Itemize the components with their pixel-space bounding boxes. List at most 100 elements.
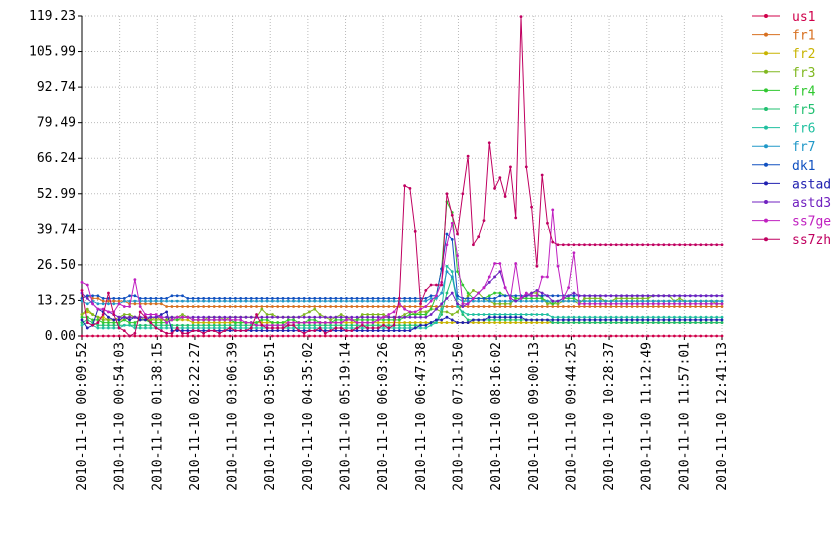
data-point-ss7ge — [519, 297, 523, 300]
data-point-ss7ge — [466, 302, 470, 306]
data-point-fr5 — [561, 321, 565, 324]
data-point-fr2 — [472, 321, 475, 324]
data-point-fr1 — [297, 305, 301, 308]
data-point-dk1 — [366, 297, 370, 300]
data-point-astd3 — [699, 294, 703, 298]
data-point-fr7 — [408, 299, 412, 303]
data-point-astad — [710, 318, 713, 322]
data-point-us1 — [387, 334, 391, 338]
data-point-astad — [551, 318, 555, 322]
data-point-fr5 — [519, 318, 523, 322]
data-point-fr7 — [318, 299, 322, 303]
data-point-fr1 — [646, 305, 650, 308]
data-point-ss7ge — [339, 321, 343, 324]
data-point-astad — [498, 315, 502, 319]
data-point-fr1 — [117, 299, 121, 303]
data-point-fr6 — [186, 326, 190, 330]
data-point-ss7zh — [154, 326, 158, 330]
data-point-ss7zh — [609, 243, 613, 247]
data-point-fr7 — [424, 299, 428, 303]
data-point-astd3 — [604, 294, 608, 298]
data-point-fr5 — [514, 318, 518, 322]
data-point-us1 — [662, 334, 666, 338]
data-point-fr3 — [181, 313, 184, 316]
data-point-astad — [715, 318, 719, 322]
data-point-astad — [429, 321, 433, 324]
data-point-astad — [138, 318, 142, 322]
data-point-fr1 — [355, 305, 359, 308]
data-point-fr5 — [673, 321, 676, 324]
data-point-us1 — [667, 334, 671, 338]
data-point-fr5 — [175, 323, 179, 327]
data-point-dk1 — [85, 294, 89, 298]
data-point-ss7ge — [567, 286, 571, 290]
data-point-us1 — [540, 334, 544, 338]
x-tick-label: 2010-11-10 08:16:02 — [489, 342, 504, 491]
data-point-fr7 — [519, 299, 523, 303]
data-point-fr7 — [350, 299, 354, 303]
data-point-ss7zh — [133, 331, 137, 335]
legend-marker-astd3 — [764, 200, 768, 204]
data-point-fr5 — [498, 318, 502, 322]
data-point-dk1 — [345, 297, 348, 300]
data-point-fr6 — [551, 315, 555, 319]
data-point-ss7zh — [292, 323, 295, 327]
data-point-fr6 — [487, 313, 491, 316]
data-point-ss7ge — [196, 318, 200, 322]
y-tick-label: 26.50 — [37, 258, 76, 273]
data-point-ss7zh — [540, 173, 544, 177]
data-point-astad — [593, 318, 597, 322]
data-point-fr1 — [530, 305, 533, 308]
data-point-astad — [366, 329, 370, 333]
data-point-ss7zh — [366, 326, 370, 330]
data-point-fr2 — [191, 321, 195, 324]
data-point-fr1 — [165, 305, 169, 308]
data-point-fr5 — [657, 321, 660, 324]
data-point-fr1 — [345, 305, 348, 308]
data-point-dk1 — [487, 297, 491, 300]
y-tick-label: 79.49 — [37, 116, 76, 131]
data-point-us1 — [138, 334, 142, 338]
data-point-fr3 — [339, 313, 343, 316]
data-point-fr4 — [413, 313, 417, 316]
data-point-fr7 — [440, 291, 444, 295]
data-point-fr5 — [159, 323, 163, 327]
data-point-fr4 — [91, 318, 94, 322]
data-point-dk1 — [408, 297, 412, 300]
data-point-fr5 — [308, 323, 311, 327]
data-point-us1 — [313, 334, 317, 338]
data-point-fr1 — [387, 305, 391, 308]
data-point-astd3 — [149, 315, 153, 319]
data-point-us1 — [297, 334, 301, 338]
data-point-fr4 — [112, 321, 116, 324]
data-point-fr4 — [133, 321, 137, 324]
data-point-fr5 — [715, 321, 719, 324]
data-point-fr5 — [323, 323, 327, 327]
data-point-fr6 — [657, 315, 660, 319]
data-point-us1 — [524, 334, 528, 338]
data-point-fr1 — [482, 305, 486, 308]
legend-label-astd3: astd3 — [792, 196, 831, 211]
data-point-fr7 — [694, 299, 697, 303]
data-point-fr1 — [397, 305, 401, 308]
x-tick-label: 2010-11-10 12:41:13 — [715, 342, 730, 491]
data-point-fr7 — [567, 299, 571, 303]
data-point-astd3 — [271, 315, 274, 319]
x-tick-label: 2010-11-10 10:28:37 — [602, 342, 617, 491]
data-point-dk1 — [466, 297, 470, 300]
data-point-fr7 — [487, 299, 491, 303]
data-point-astd3 — [540, 291, 544, 295]
data-point-astad — [144, 318, 147, 322]
data-point-fr1 — [329, 305, 332, 308]
data-point-fr6 — [403, 326, 407, 330]
data-point-fr7 — [688, 299, 692, 303]
data-point-ss7zh — [323, 331, 327, 335]
data-point-dk1 — [286, 297, 290, 300]
data-point-fr7 — [540, 299, 544, 303]
data-point-fr4 — [313, 318, 317, 322]
data-point-dk1 — [260, 297, 264, 300]
data-point-fr5 — [694, 321, 697, 324]
data-point-astd3 — [572, 291, 576, 295]
data-point-astad — [487, 315, 491, 319]
data-point-fr5 — [440, 313, 444, 316]
